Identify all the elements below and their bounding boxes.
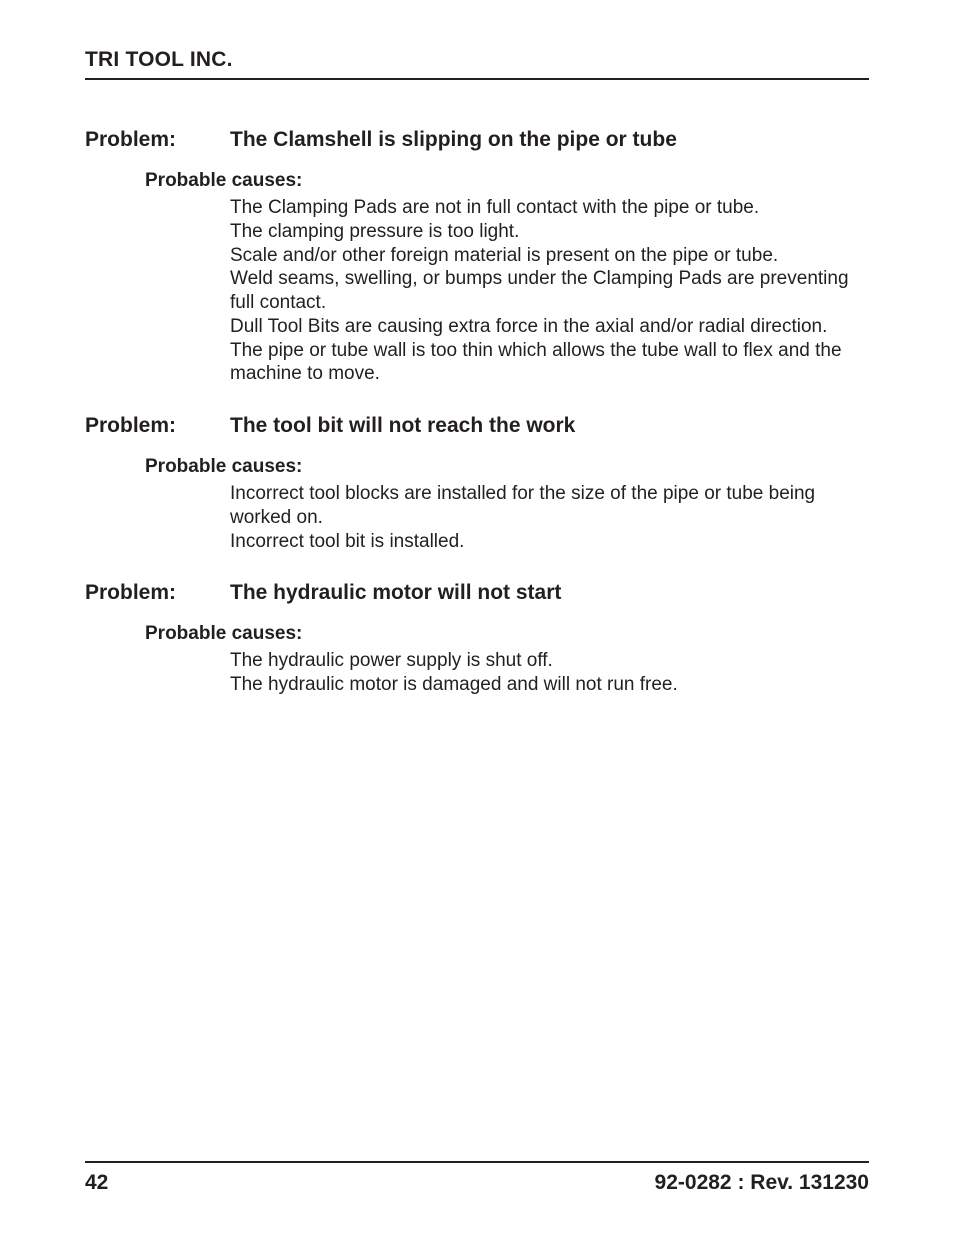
causes-list: The Clamping Pads are not in full contac… <box>230 196 869 386</box>
problem-text: The hydraulic motor will not start <box>230 581 869 605</box>
problem-line: Problem:The hydraulic motor will not sta… <box>85 581 869 605</box>
cause-item: The clamping pressure is too light. <box>230 220 869 244</box>
causes-list: Incorrect tool blocks are installed for … <box>230 482 869 553</box>
page-number: 42 <box>85 1171 108 1195</box>
cause-item: Incorrect tool blocks are installed for … <box>230 482 869 530</box>
cause-item: Scale and/or other foreign material is p… <box>230 244 869 268</box>
problem-text: The Clamshell is slipping on the pipe or… <box>230 128 869 152</box>
causes-list: The hydraulic power supply is shut off.T… <box>230 649 869 697</box>
cause-item: The Clamping Pads are not in full contac… <box>230 196 869 220</box>
footer-rule <box>85 1161 869 1163</box>
header-rule <box>85 78 869 80</box>
problem-text: The tool bit will not reach the work <box>230 414 869 438</box>
problem-line: Problem:The Clamshell is slipping on the… <box>85 128 869 152</box>
problem-label: Problem: <box>85 414 230 438</box>
cause-item: The hydraulic motor is damaged and will … <box>230 673 869 697</box>
cause-item: Dull Tool Bits are causing extra force i… <box>230 315 869 339</box>
cause-item: Weld seams, swelling, or bumps under the… <box>230 267 869 315</box>
troubleshoot-section: Problem:The tool bit will not reach the … <box>85 414 869 553</box>
page-footer: 42 92-0282 : Rev. 131230 <box>85 1161 869 1195</box>
troubleshoot-section: Problem:The hydraulic motor will not sta… <box>85 581 869 697</box>
problem-line: Problem:The tool bit will not reach the … <box>85 414 869 438</box>
content-area: Problem:The Clamshell is slipping on the… <box>85 128 869 697</box>
problem-label: Problem: <box>85 581 230 605</box>
doc-reference: 92-0282 : Rev. 131230 <box>655 1171 869 1195</box>
cause-item: The hydraulic power supply is shut off. <box>230 649 869 673</box>
causes-heading: Probable causes: <box>145 170 869 192</box>
problem-label: Problem: <box>85 128 230 152</box>
troubleshoot-section: Problem:The Clamshell is slipping on the… <box>85 128 869 386</box>
causes-heading: Probable causes: <box>145 456 869 478</box>
causes-heading: Probable causes: <box>145 623 869 645</box>
cause-item: Incorrect tool bit is installed. <box>230 530 869 554</box>
header-company: TRI TOOL INC. <box>85 48 869 72</box>
cause-item: The pipe or tube wall is too thin which … <box>230 339 869 387</box>
